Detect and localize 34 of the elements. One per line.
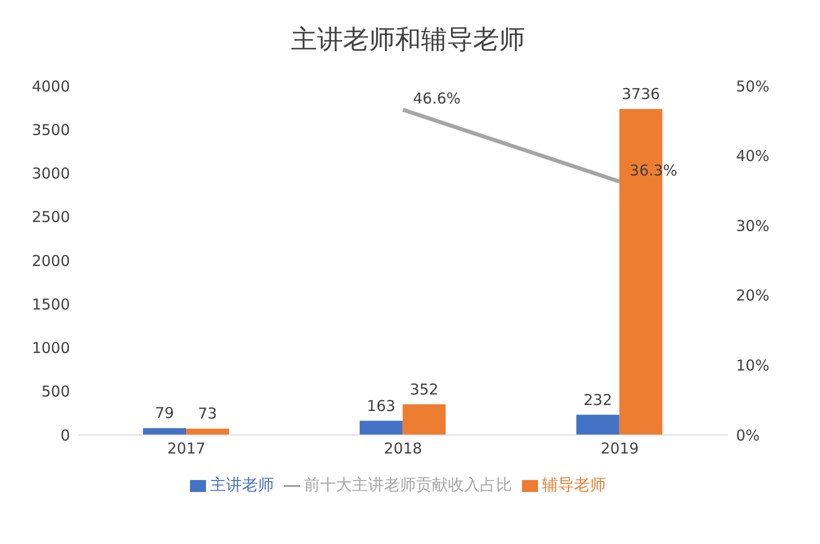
y-tick-label: 2500 [32, 208, 70, 226]
legend-label: 前十大主讲老师贡献收入占比 [304, 475, 512, 494]
chart-title: 主讲老师和辅导老师 [290, 24, 526, 57]
y-tick-label: 2000 [32, 252, 70, 270]
y2-tick-label: 20% [736, 286, 770, 305]
bar [186, 428, 229, 435]
y-tick-label: 3000 [32, 164, 70, 183]
bar [576, 414, 620, 435]
y-tick-label: 1500 [32, 295, 70, 314]
y2-tick-label: 10% [736, 356, 770, 375]
x-tick-label: 2018 [384, 440, 422, 458]
data-label: 46.6% [413, 90, 461, 108]
x-tick-label: 2019 [600, 440, 639, 458]
data-label: 79 [154, 404, 174, 422]
y2-tick-label: 50% [736, 77, 770, 96]
bar [143, 428, 186, 435]
data-label: 73 [198, 404, 218, 423]
legend-label: 主讲老师 [210, 475, 274, 494]
bar [360, 420, 403, 435]
y-tick-label: 1000 [32, 339, 70, 358]
legend-label: 辅导老师 [542, 475, 606, 494]
y-tick-label: 3500 [32, 120, 70, 139]
data-label: 3736 [622, 85, 660, 104]
y2-tick-label: 0% [736, 426, 760, 444]
data-label: 163 [366, 396, 396, 415]
y2-tick-label: 30% [736, 216, 770, 235]
y-tick-label: 500 [41, 382, 70, 401]
y2-tick-label: 40% [736, 147, 770, 166]
bar [402, 404, 446, 435]
data-label: 352 [410, 380, 438, 398]
y-tick-label: 0 [60, 426, 70, 444]
x-tick-label: 2017 [167, 440, 206, 458]
y-tick-label: 4000 [32, 77, 70, 96]
data-label: 232 [584, 390, 612, 409]
